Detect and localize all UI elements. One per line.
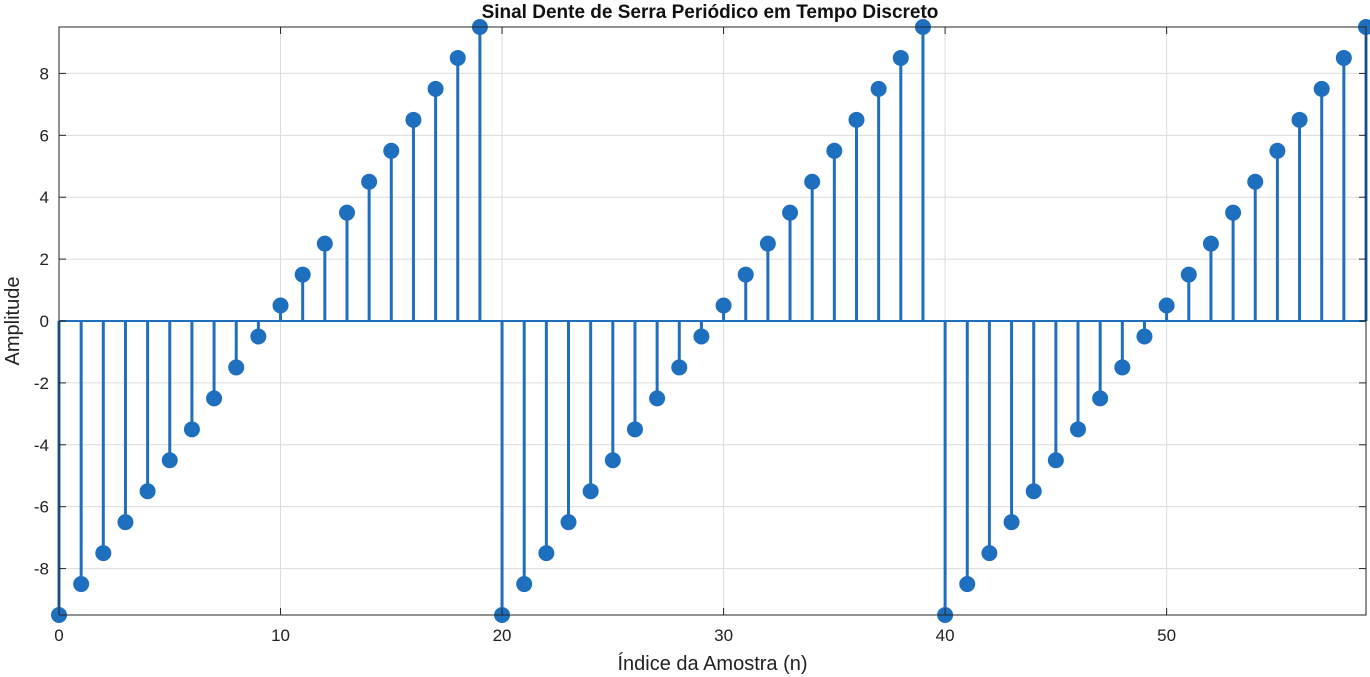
stem-marker bbox=[604, 452, 621, 469]
stem-marker bbox=[1025, 483, 1042, 500]
stem-marker bbox=[715, 297, 732, 314]
y-tick-label: -4 bbox=[34, 436, 49, 455]
stem-marker bbox=[1092, 390, 1109, 407]
stem-marker bbox=[316, 235, 333, 252]
stem-marker bbox=[804, 173, 821, 190]
stem-marker bbox=[1136, 328, 1153, 345]
x-axis-label: Índice da Amostra (n) bbox=[617, 652, 807, 675]
stem-marker bbox=[981, 545, 998, 562]
stem-marker bbox=[848, 111, 865, 128]
stem-marker bbox=[1070, 421, 1087, 438]
y-tick-label: -6 bbox=[34, 498, 49, 517]
stem-marker bbox=[959, 576, 976, 593]
x-tick-label: 30 bbox=[714, 626, 733, 645]
stem-marker bbox=[161, 452, 178, 469]
stem-marker bbox=[427, 80, 444, 97]
x-tick-label: 0 bbox=[54, 626, 63, 645]
x-tick-label: 40 bbox=[936, 626, 955, 645]
x-tick-label: 50 bbox=[1157, 626, 1176, 645]
stem-marker bbox=[1291, 111, 1308, 128]
stem-marker bbox=[383, 142, 400, 159]
stem-marker bbox=[117, 514, 134, 531]
stem-marker bbox=[95, 545, 112, 562]
stem-marker bbox=[338, 204, 355, 221]
stem-marker bbox=[250, 328, 267, 345]
stem-marker bbox=[139, 483, 156, 500]
stem-marker bbox=[1114, 359, 1131, 376]
stem-marker bbox=[737, 266, 754, 283]
y-tick-label: 4 bbox=[40, 188, 49, 207]
y-tick-label: 8 bbox=[40, 64, 49, 83]
stem-marker bbox=[560, 514, 577, 531]
y-tick-label: -8 bbox=[34, 560, 49, 579]
stem-marker bbox=[782, 204, 799, 221]
stem-marker bbox=[183, 421, 200, 438]
x-tick-label: 10 bbox=[271, 626, 290, 645]
stem-marker bbox=[1225, 204, 1242, 221]
y-tick-label: 2 bbox=[40, 250, 49, 269]
stem-marker bbox=[272, 297, 289, 314]
stem-marker bbox=[1335, 49, 1352, 66]
stem-marker bbox=[73, 576, 90, 593]
stem-marker bbox=[1158, 297, 1175, 314]
stem-marker bbox=[449, 49, 466, 66]
stem-marker bbox=[1202, 235, 1219, 252]
stem-marker bbox=[1047, 452, 1064, 469]
stem-marker bbox=[759, 235, 776, 252]
axis-ticks: 0 10 20 30 40 50 -8 -6 -4 -2 0 2 4 6 8 bbox=[34, 27, 1366, 645]
stem-marker bbox=[538, 545, 555, 562]
stem-marker bbox=[870, 80, 887, 97]
y-tick-label: 6 bbox=[40, 126, 49, 145]
stem-marker bbox=[892, 49, 909, 66]
stem-marker bbox=[361, 173, 378, 190]
stem-marker bbox=[649, 390, 666, 407]
stem-marker bbox=[582, 483, 599, 500]
stem-marker bbox=[826, 142, 843, 159]
stem-marker bbox=[228, 359, 245, 376]
x-tick-label: 20 bbox=[493, 626, 512, 645]
stem-marker bbox=[693, 328, 710, 345]
y-tick-label: -2 bbox=[34, 374, 49, 393]
stem-marker bbox=[1180, 266, 1197, 283]
stem-marker bbox=[626, 421, 643, 438]
stem-marker bbox=[206, 390, 223, 407]
stem-marker bbox=[1313, 80, 1330, 97]
stem-marker bbox=[516, 576, 533, 593]
stem-marker bbox=[405, 111, 422, 128]
stem-marker bbox=[1269, 142, 1286, 159]
stem-marker bbox=[671, 359, 688, 376]
chart-title: Sinal Dente de Serra Periódico em Tempo … bbox=[482, 2, 939, 23]
stem-marker bbox=[294, 266, 311, 283]
stem-marker bbox=[1003, 514, 1020, 531]
y-tick-label: 0 bbox=[40, 312, 49, 331]
y-axis-label: Amplitude bbox=[2, 277, 24, 366]
stem-marker bbox=[1247, 173, 1264, 190]
